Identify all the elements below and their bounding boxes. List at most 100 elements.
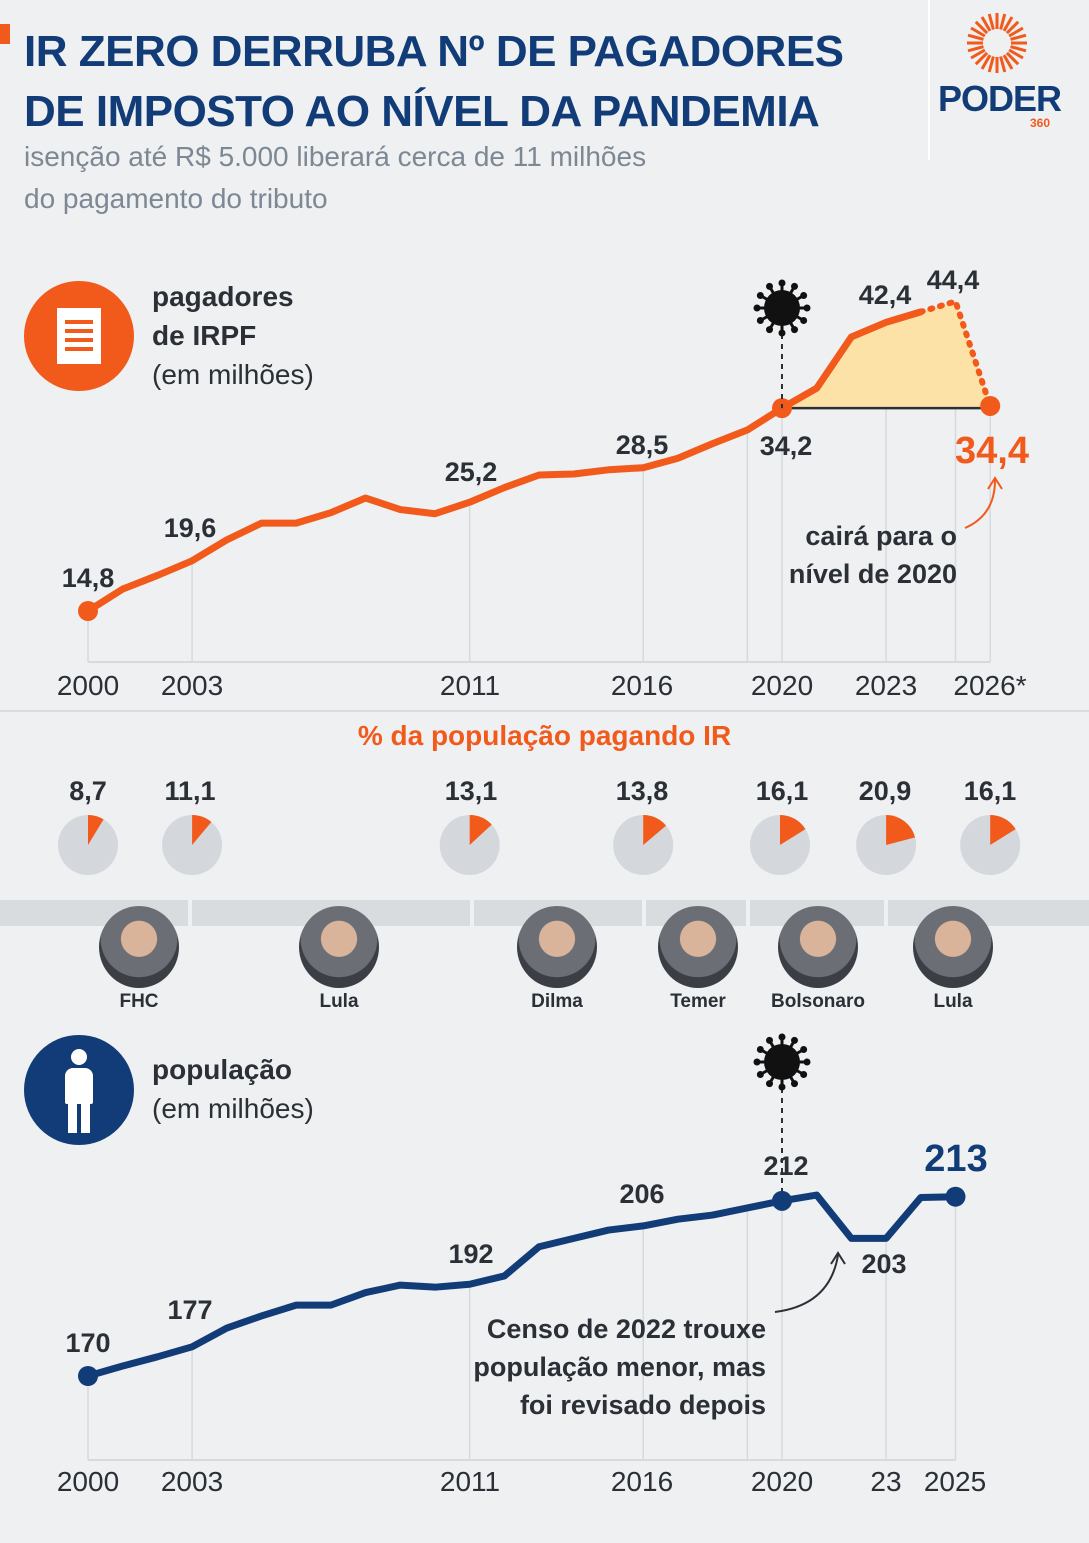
president-name: Lula xyxy=(933,991,973,1012)
virus-spike-tip xyxy=(791,1036,798,1044)
president-photo xyxy=(517,906,597,988)
virus-spike-tip xyxy=(778,279,786,287)
pie-value-label: 16,1 xyxy=(963,776,1017,806)
virus-spike-tip xyxy=(753,1058,761,1066)
pie-slice xyxy=(780,815,806,845)
virus-spike-tip xyxy=(756,317,764,324)
president-name: Dilma xyxy=(531,991,583,1012)
annotation-arrow xyxy=(774,1254,839,1313)
population-data-label: 170 xyxy=(65,1328,111,1358)
virus-spike-tip xyxy=(778,329,786,337)
population-data-label: 192 xyxy=(448,1239,494,1269)
sun-ray xyxy=(1002,54,1014,70)
population-series-label: população (em milhões) xyxy=(152,1050,314,1128)
virus-spike-tip xyxy=(791,282,798,290)
x-tick-label: 2011 xyxy=(439,1466,501,1497)
irpf-point xyxy=(78,601,98,621)
virus-spike-tip xyxy=(791,326,798,334)
sun-ray xyxy=(1005,20,1020,35)
virus-spike-tip xyxy=(753,304,761,312)
president-photo xyxy=(913,906,993,988)
sun-ray xyxy=(967,45,984,53)
virus-body xyxy=(764,1044,800,1080)
irpf-label-line-2: de IRPF xyxy=(152,320,257,351)
annotation-arrowhead xyxy=(987,476,1003,490)
increase-area xyxy=(782,301,991,409)
pie-section-title: % da população pagando IR xyxy=(357,720,732,751)
logo-word: PODER xyxy=(938,78,1062,119)
president-name: Lula xyxy=(319,991,359,1012)
annotation-arrowhead xyxy=(830,1251,846,1265)
pie-slice xyxy=(469,815,492,845)
census-annotation: Censo de 2022 trouxe população menor, ma… xyxy=(473,1310,766,1424)
irpf-projection-label: 34,4 xyxy=(955,430,1029,472)
irpf-data-label: 19,6 xyxy=(163,513,217,543)
sun-ray xyxy=(974,51,989,66)
population-data-label: 206 xyxy=(619,1179,665,1209)
logo-number: 360 xyxy=(1030,116,1051,130)
pie-value-label: 16,1 xyxy=(755,776,809,806)
irpf-label-line-1: pagadores xyxy=(152,281,294,312)
president-photo xyxy=(658,906,738,988)
x-tick-label: 2000 xyxy=(56,1466,120,1497)
x-tick-label: 23 xyxy=(870,1466,902,1497)
virus-spike-tip xyxy=(791,1080,798,1088)
virus-spike-tip xyxy=(778,1033,786,1041)
virus-spike-tip xyxy=(803,304,811,312)
virus-body xyxy=(764,290,800,326)
irpf-projection-line xyxy=(917,297,994,409)
virus-spike-tip xyxy=(800,292,808,299)
population-data-label: 177 xyxy=(167,1295,213,1325)
irpf-data-label: 44,4 xyxy=(926,265,980,295)
x-tick-label: 2016 xyxy=(610,670,674,701)
pie-value-label: 13,1 xyxy=(444,776,498,806)
virus-spike-tip xyxy=(766,1080,773,1088)
virus-spike-tip xyxy=(756,292,764,299)
x-tick-label: 2016 xyxy=(610,1466,674,1497)
x-tick-label: 2011 xyxy=(439,670,501,701)
sun-ray xyxy=(970,26,986,38)
pie-slice xyxy=(886,815,916,845)
x-tick-label: 2003 xyxy=(160,670,224,701)
population-point xyxy=(772,1190,792,1211)
president-photo xyxy=(99,906,179,988)
irpf-label-line-3: (em milhões) xyxy=(152,359,314,390)
irpf-data-label: 34,2 xyxy=(759,431,813,461)
annotation-arrow xyxy=(964,479,996,529)
irpf-data-label: 42,4 xyxy=(858,280,912,310)
population-point xyxy=(78,1366,98,1386)
title-line-1: IR ZERO DERRUBA Nº DE PAGADORES xyxy=(24,27,844,76)
population-label-line-2: (em milhões) xyxy=(152,1093,314,1124)
president-photo xyxy=(778,906,858,988)
population-label-line-1: população xyxy=(152,1054,293,1085)
annotation-line: foi revisado depois xyxy=(519,1390,766,1420)
page-title: IR ZERO DERRUBA Nº DE PAGADORES DE IMPOS… xyxy=(24,22,844,142)
sun-ray xyxy=(1002,16,1014,32)
sun-ray xyxy=(967,33,984,41)
population-line xyxy=(84,1191,959,1380)
virus-spike-tip xyxy=(800,317,808,324)
population-data-label: 212 xyxy=(763,1151,809,1181)
virus-spike-tip xyxy=(778,1083,786,1091)
sun-ray xyxy=(1010,33,1027,41)
population-point xyxy=(945,1186,966,1207)
x-tick-label: 2020 xyxy=(750,670,814,701)
virus-spike-tip xyxy=(756,1046,764,1053)
subtitle-line-1: isenção até R$ 5.000 liberará cerca de 1… xyxy=(24,141,647,172)
virus-icon xyxy=(753,1033,811,1091)
sun-ray xyxy=(1010,45,1027,53)
virus-spike-tip xyxy=(756,1071,764,1078)
title-line-2: DE IMPOSTO AO NÍVEL DA PANDEMIA xyxy=(24,87,820,136)
term-band-lula-2 xyxy=(888,900,1089,926)
x-tick-label: 2020 xyxy=(750,1466,814,1497)
x-tick-label: 2026* xyxy=(953,670,1027,701)
irpf-annotation: cairá para o nível de 2020 xyxy=(789,517,957,593)
virus-spike-tip xyxy=(803,1058,811,1066)
sun-ray xyxy=(1008,26,1024,38)
irpf-data-label: 14,8 xyxy=(61,563,115,593)
poder360-logo: PODER 360 xyxy=(928,0,1062,160)
pie-value-label: 13,8 xyxy=(615,776,669,806)
sun-ray xyxy=(974,20,989,35)
x-tick-label: 2025 xyxy=(923,1466,987,1497)
